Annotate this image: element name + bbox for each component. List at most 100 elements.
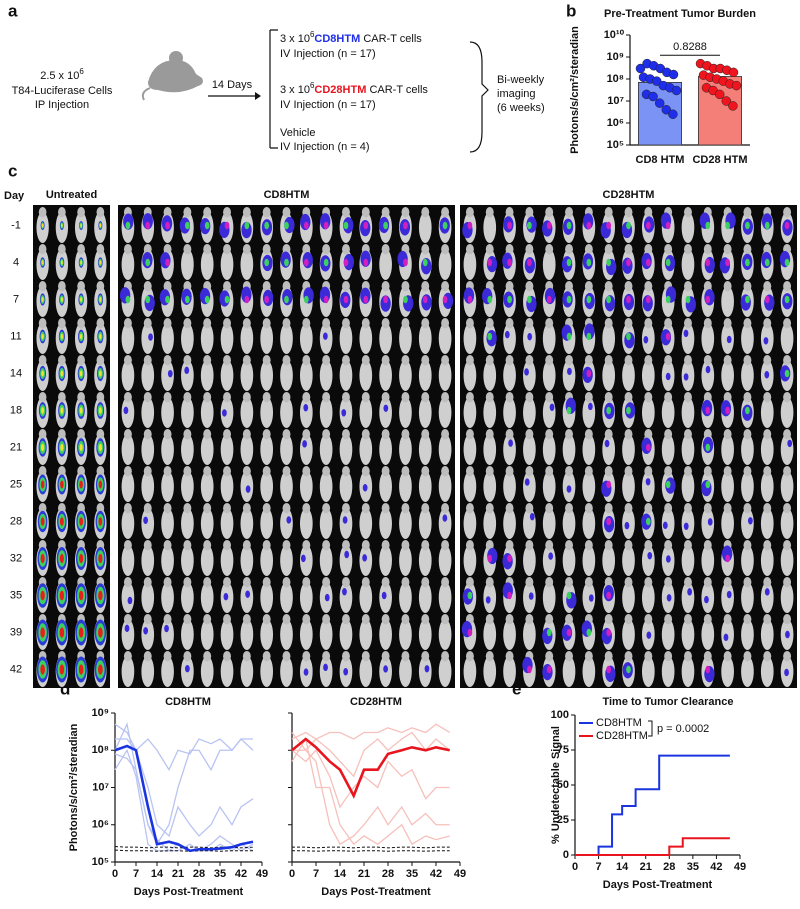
mouse [741, 359, 754, 392]
signal [606, 665, 612, 674]
mouse [681, 470, 695, 503]
x-tick-label: 21 [358, 868, 370, 880]
day-label: 42 [10, 663, 22, 675]
signal [705, 365, 711, 374]
mouse-head [203, 614, 212, 625]
signal [99, 223, 102, 228]
mouse-head [302, 355, 311, 366]
mouse-head [262, 281, 271, 292]
signal [41, 333, 44, 340]
mouse [299, 581, 313, 614]
mouse [562, 544, 576, 577]
mouse-head [703, 540, 712, 551]
mouse [622, 581, 635, 614]
mouse [503, 322, 516, 355]
mouse [721, 433, 734, 466]
mouse-head [322, 503, 331, 514]
mouse-head [203, 651, 212, 662]
mouse-head [77, 355, 85, 366]
y-tick-label: 0 [563, 849, 569, 861]
mouse [741, 581, 754, 614]
mouse [240, 359, 254, 392]
mouse [339, 544, 353, 577]
mouse-head [58, 540, 66, 551]
mouse [741, 544, 754, 577]
mouse-head [361, 540, 370, 551]
mouse-head [381, 540, 390, 551]
mouse-head [381, 503, 390, 514]
signal [323, 258, 329, 267]
signal [403, 221, 408, 230]
mouse-head [203, 577, 212, 588]
mouse-head [723, 614, 732, 625]
signal [40, 664, 45, 675]
mouse [399, 544, 412, 577]
signal [626, 295, 631, 304]
mouse-head [143, 577, 152, 588]
mouse-head [783, 207, 792, 218]
mouse-head [163, 651, 172, 662]
signal [184, 366, 190, 375]
mouse-head [302, 540, 311, 551]
legend-label: CD8HTM [596, 717, 642, 729]
signal [41, 297, 44, 302]
mouse-head [743, 244, 752, 255]
signal [587, 402, 593, 411]
mouse [181, 581, 194, 614]
mouse-head [565, 244, 573, 255]
mouse-head [723, 244, 732, 255]
mouse [299, 507, 313, 540]
cells-dose: 2.5 x 106 [40, 67, 84, 82]
mouse [681, 396, 695, 429]
signal [403, 258, 408, 267]
mouse-head [242, 429, 251, 440]
mouse-head [783, 614, 792, 625]
x-tick-label: 28 [193, 868, 205, 880]
mouse [299, 470, 313, 503]
x-tick-label: 0 [572, 861, 578, 873]
signal [507, 258, 512, 267]
mouse-head [203, 318, 212, 329]
mouse [681, 655, 695, 688]
mouse-head [96, 540, 105, 551]
mouse-head [123, 651, 132, 662]
mouse-head [763, 392, 772, 403]
signal [41, 223, 44, 228]
mouse-head [322, 355, 331, 366]
mouse [220, 359, 234, 392]
mouse [438, 470, 452, 503]
mouse [562, 433, 576, 466]
mouse [359, 433, 373, 466]
mouse-head [421, 207, 430, 218]
mouse [220, 322, 234, 355]
signal [645, 295, 651, 304]
signal [264, 221, 270, 230]
mouse-head [703, 577, 712, 588]
mouse-head [203, 207, 212, 218]
signal [566, 591, 572, 600]
mouse [181, 359, 194, 392]
day-label: 7 [13, 293, 19, 305]
group-header: Untreated [46, 189, 97, 201]
mouse-head [143, 503, 152, 514]
day-label: 39 [10, 626, 22, 638]
mouse [240, 396, 254, 429]
chart-title: CD28HTM [350, 696, 402, 708]
mouse-head [262, 651, 271, 662]
mouse-head [322, 244, 331, 255]
mouse-head [783, 392, 792, 403]
mouse [339, 618, 353, 651]
mouse [240, 248, 254, 281]
mouse-head [401, 318, 410, 329]
mouse-head [322, 318, 331, 329]
mouse [319, 544, 333, 577]
x-tick-label: 28 [382, 868, 394, 880]
mouse-head [183, 651, 192, 662]
mouse [161, 470, 174, 503]
mouse-head [38, 281, 47, 292]
mouse-head [223, 429, 231, 440]
mouse-head [262, 614, 271, 625]
mouse-head [282, 392, 291, 403]
signal [143, 627, 149, 635]
mouse-head [381, 318, 390, 329]
